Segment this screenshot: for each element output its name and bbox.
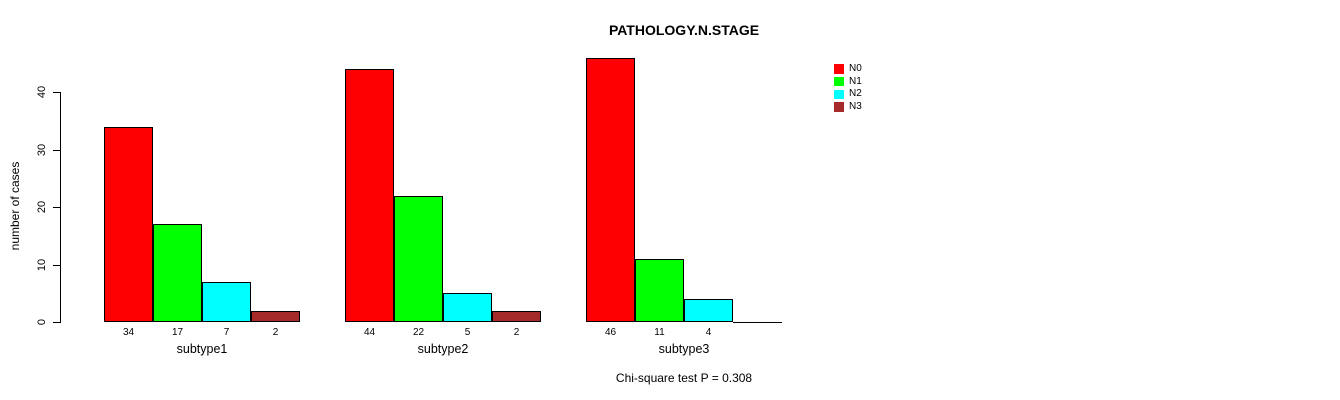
bar-value-label: 5 — [464, 327, 471, 338]
y-tick-label: 0 — [36, 318, 48, 326]
chi-square-annotation: Chi-square test P = 0.308 — [615, 371, 753, 385]
y-axis-label: number of cases — [8, 161, 22, 251]
bar-N0-subtype3 — [586, 57, 635, 322]
y-tick-label: 10 — [36, 258, 48, 271]
y-tick-label: 30 — [36, 143, 48, 156]
bar-N0-subtype1 — [104, 126, 153, 322]
legend-item-N3: N3 — [834, 101, 862, 113]
bar-value-label: 11 — [654, 327, 665, 338]
legend-item-N2: N2 — [834, 88, 862, 100]
bar-N2-subtype2 — [443, 293, 492, 322]
bar-N1-subtype1 — [153, 224, 202, 322]
legend-swatch-N0 — [834, 64, 844, 74]
y-tick — [53, 264, 60, 266]
legend-swatch-N1 — [834, 76, 844, 87]
bar-N2-subtype3 — [684, 299, 733, 322]
y-tick-label: 20 — [36, 200, 48, 214]
bar-N1-subtype2 — [394, 195, 443, 322]
bar-N2-subtype1 — [202, 281, 251, 322]
x-category-label-subtype1: subtype1 — [176, 342, 228, 356]
y-tick — [53, 92, 60, 93]
bar-value-label: 17 — [171, 327, 184, 338]
bar-N3-subtype1 — [251, 310, 300, 322]
y-tick — [53, 322, 60, 323]
y-tick — [53, 149, 60, 151]
bar-N1-subtype3 — [635, 258, 684, 322]
bar-value-label: 22 — [412, 327, 425, 338]
y-tick-label: 40 — [36, 85, 48, 99]
bar-value-label: 7 — [223, 327, 230, 338]
bar-value-label: 44 — [363, 327, 376, 338]
bar-N3-subtype2 — [492, 310, 541, 322]
bar-N3-subtype3-zero — [733, 322, 782, 323]
chart-title: PATHOLOGY.N.STAGE — [608, 22, 760, 38]
x-category-label-subtype3: subtype3 — [658, 342, 710, 356]
bar-N0-subtype2 — [345, 69, 394, 322]
y-axis-line — [60, 92, 61, 323]
legend-item-N0: N0 — [834, 63, 862, 75]
legend-swatch-N3 — [834, 102, 844, 112]
bar-value-label: 2 — [513, 327, 520, 338]
x-category-label-subtype2: subtype2 — [417, 342, 469, 356]
bar-value-label: 2 — [272, 327, 279, 338]
bar-value-label: 46 — [604, 327, 617, 338]
bar-value-label: 4 — [705, 327, 712, 338]
bar-value-label: 34 — [122, 327, 135, 338]
legend-label-N3: N3 — [849, 101, 862, 113]
legend-swatch-N2 — [834, 89, 844, 100]
legend-label-N0: N0 — [849, 63, 862, 74]
legend-label-N1: N1 — [849, 75, 862, 87]
y-tick — [53, 207, 60, 208]
legend-label-N2: N2 — [849, 88, 862, 100]
legend-item-N1: N1 — [834, 76, 862, 88]
